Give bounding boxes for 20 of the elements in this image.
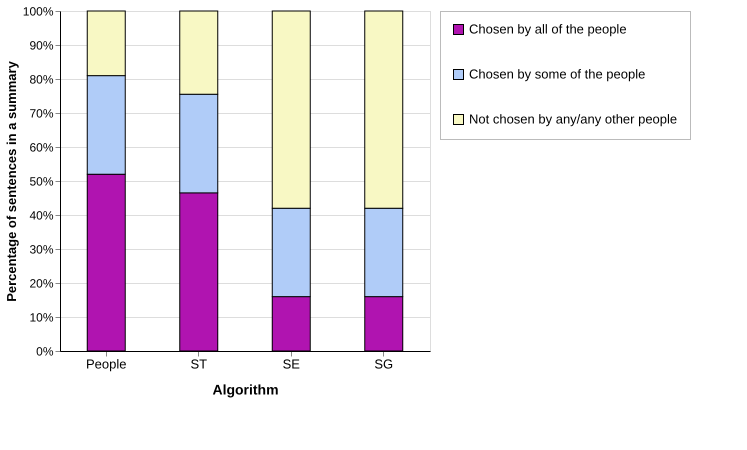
x-tick-label: SG — [374, 356, 394, 372]
y-tick-label: 80% — [29, 72, 54, 86]
y-tick-label: 100% — [22, 4, 54, 18]
legend-label: Not chosen by any/any other people — [469, 112, 678, 126]
x-tick-label: People — [86, 356, 126, 372]
y-tick-label: 70% — [29, 106, 54, 120]
legend-label: Chosen by all of the people — [469, 22, 627, 36]
y-tick-label: 40% — [29, 208, 54, 222]
y-tick-label: 50% — [29, 174, 54, 188]
y-tick-label: 0% — [36, 344, 54, 358]
legend-label: Chosen by some of the people — [469, 66, 646, 82]
y-tick-label: 10% — [29, 310, 54, 324]
y-tick-label: 30% — [29, 242, 54, 256]
x-tick-label: ST — [190, 356, 208, 372]
x-axis-title: Algorithm — [212, 382, 279, 398]
x-tick-label: SE — [282, 356, 300, 372]
y-axis-title: Percentage of sentences in a summary — [4, 60, 19, 302]
y-tick-label: 20% — [29, 276, 54, 290]
y-tick-label: 60% — [29, 140, 54, 154]
y-tick-label: 90% — [29, 38, 54, 52]
